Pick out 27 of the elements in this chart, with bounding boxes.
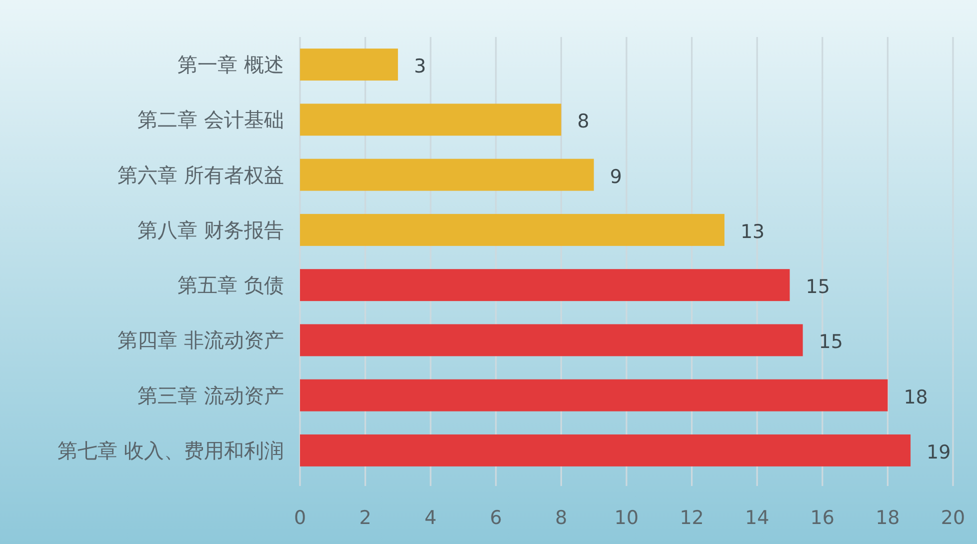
y-tick-label: 第三章 流动资产 bbox=[138, 383, 284, 408]
x-tick-label: 18 bbox=[876, 507, 900, 529]
x-tick-label: 4 bbox=[424, 507, 437, 529]
y-tick-label: 第八章 财务报告 bbox=[138, 218, 284, 242]
data-label: 15 bbox=[806, 276, 830, 298]
data-label: 9 bbox=[610, 166, 622, 188]
y-tick-label: 第四章 非流动资产 bbox=[118, 328, 284, 352]
data-label: 3 bbox=[414, 56, 426, 78]
y-tick-label: 第六章 所有者权益 bbox=[118, 162, 284, 187]
x-tick-label: 20 bbox=[940, 507, 966, 529]
x-tick-label: 6 bbox=[490, 507, 502, 529]
x-tick-label: 12 bbox=[680, 507, 704, 529]
x-tick-label: 0 bbox=[294, 507, 306, 529]
data-label: 13 bbox=[740, 220, 765, 243]
y-tick-label: 第一章 概述 bbox=[178, 52, 284, 77]
data-label: 19 bbox=[926, 441, 951, 464]
x-tick-label: 8 bbox=[555, 507, 568, 529]
x-tick-label: 16 bbox=[810, 507, 834, 529]
data-label: 8 bbox=[577, 110, 590, 133]
data-label: 18 bbox=[904, 386, 928, 408]
x-tick-label: 14 bbox=[745, 507, 770, 529]
x-tick-label: 10 bbox=[614, 507, 639, 529]
y-tick-label: 第二章 会计基础 bbox=[138, 108, 284, 132]
data-label: 15 bbox=[818, 331, 843, 354]
y-tick-label: 第五章 负债 bbox=[178, 273, 284, 298]
y-tick-label: 第七章 收入、费用和利润 bbox=[58, 438, 284, 462]
x-tick-label: 2 bbox=[359, 507, 372, 529]
